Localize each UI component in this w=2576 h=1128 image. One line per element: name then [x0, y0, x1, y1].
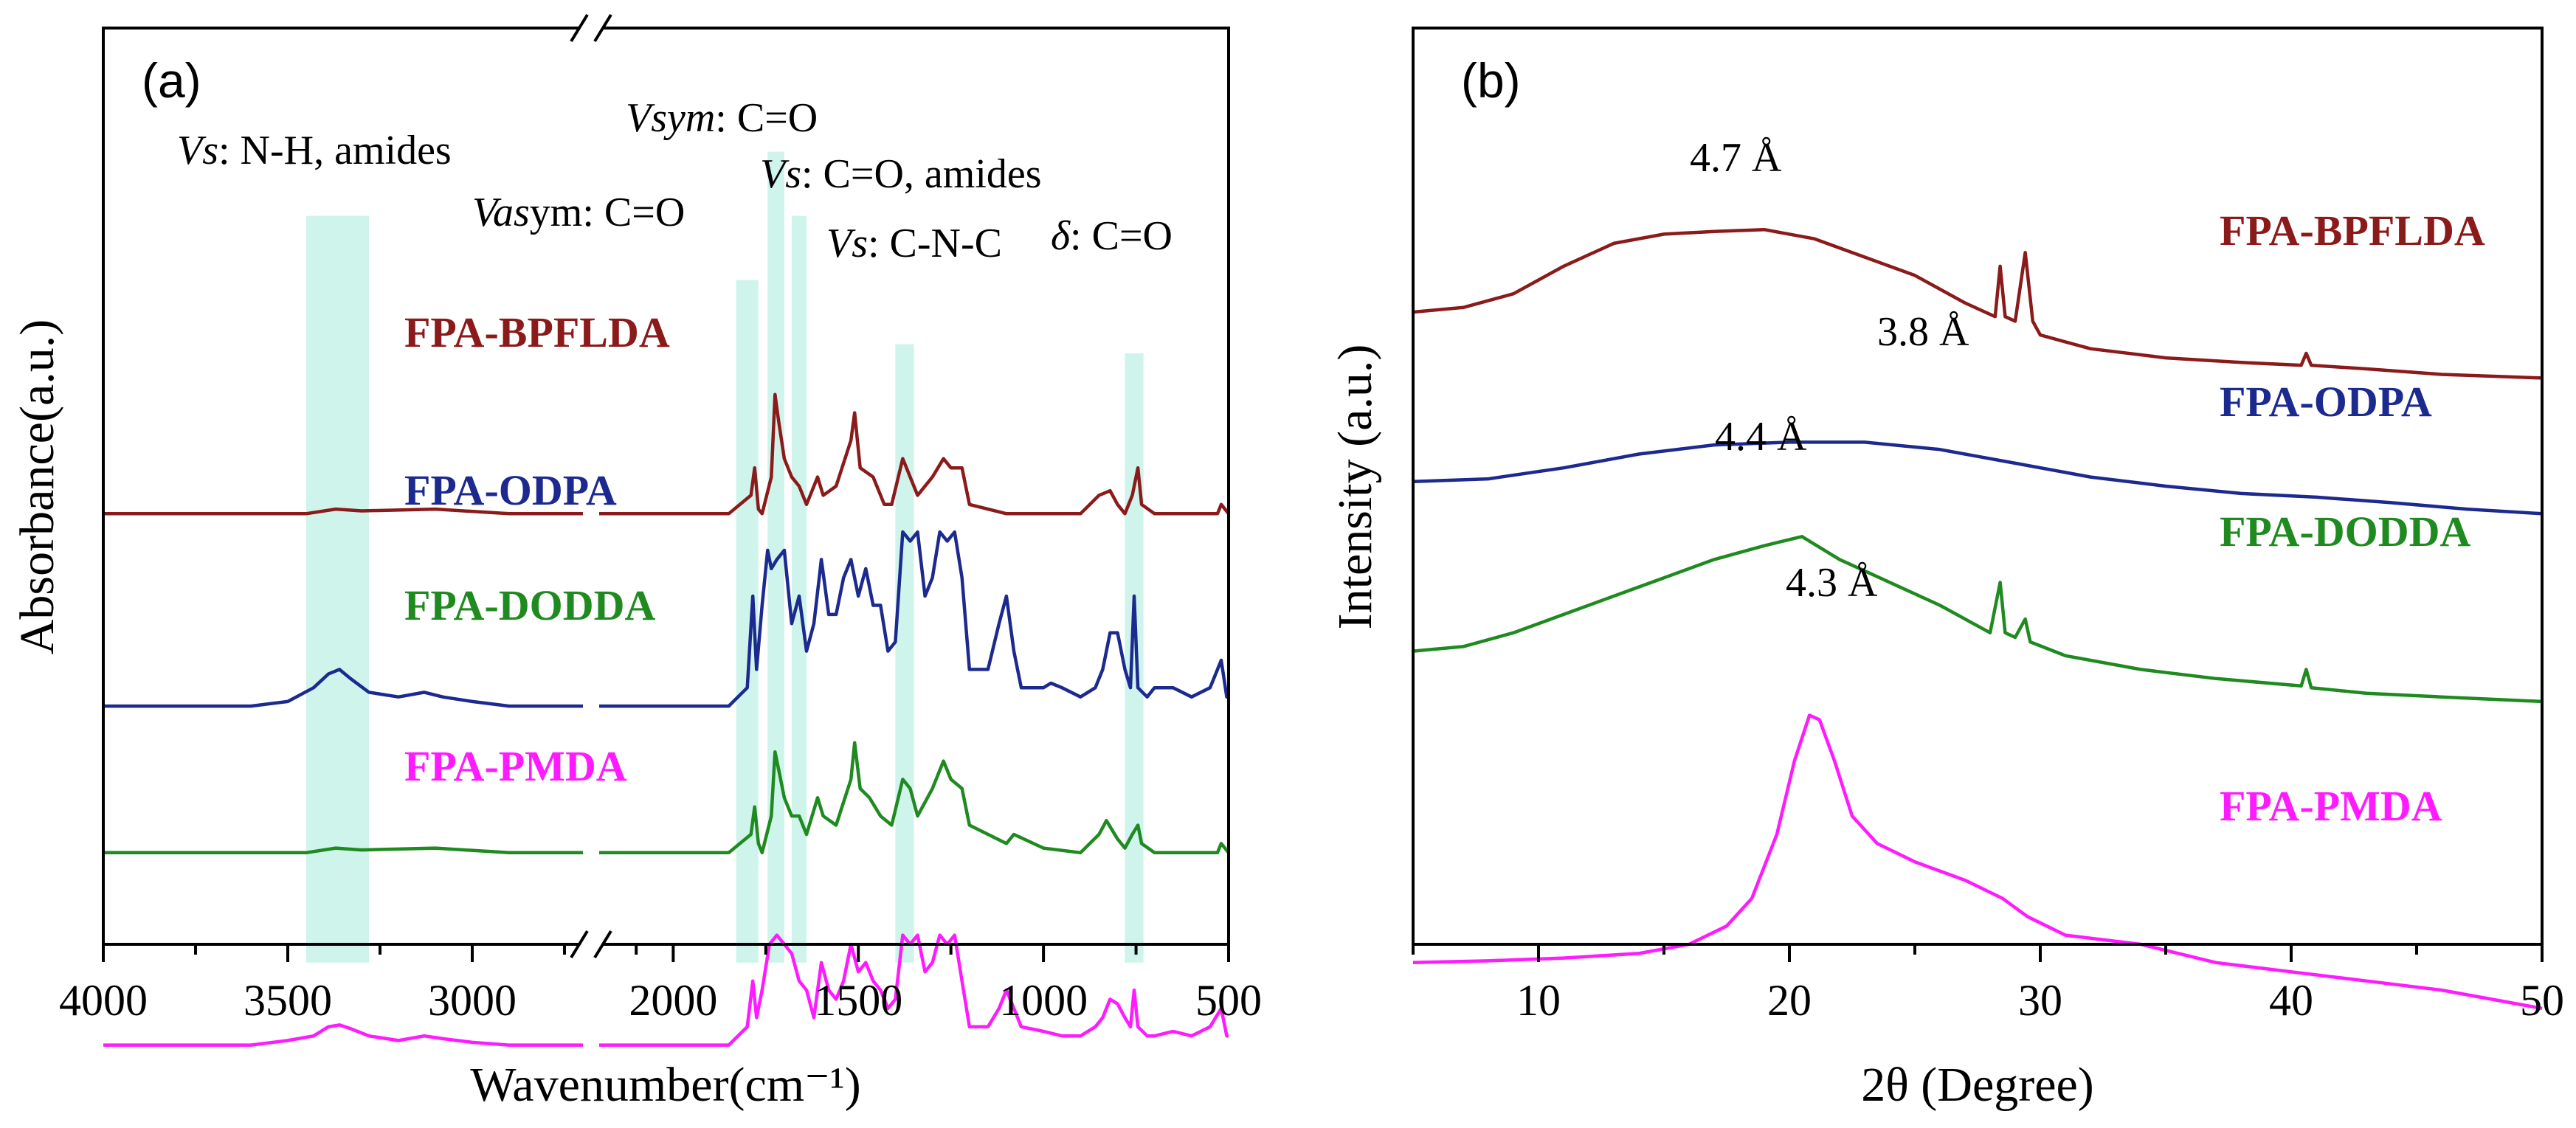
x-tick-label-10: 10 — [1516, 976, 1561, 1025]
series-label-a-dodda: FPA-DODDA — [404, 581, 656, 629]
annotation-cnc: Vs: C-N-C — [826, 221, 1002, 266]
panel-a-ftir: 4000 3500 3000 2000 1500 1000 500 (a) Absorban… — [10, 13, 1262, 1112]
annotation-vasym-co: Vasym: C=O — [472, 190, 685, 235]
panel-b-label: (b) — [1461, 53, 1521, 108]
x-tick-label-2000: 2000 — [629, 976, 717, 1025]
x-tick-label-3500: 3500 — [244, 976, 332, 1025]
axis-break-mark-bottom-2 — [593, 930, 612, 959]
peak-label-dodda: 4.4 Å — [1715, 414, 1807, 460]
x-tick-label-20: 20 — [1767, 976, 1812, 1025]
series-line-b-dodda — [1412, 535, 2543, 704]
annotation-delta-co: δ: C=O — [1051, 213, 1173, 259]
absorption-band — [1125, 353, 1144, 963]
series-line-a-dodda-right — [599, 741, 1230, 855]
series-line-a-bpflda-right — [599, 392, 1230, 516]
xrd-series-lines — [1412, 227, 2543, 1011]
absorption-band — [791, 215, 807, 963]
series-line-a-pmda-left — [103, 1023, 583, 1047]
series-line-a-odpa-right — [599, 530, 1229, 708]
peak-label-bpflda: 4.7 Å — [1690, 135, 1782, 181]
series-line-b-odpa — [1412, 440, 2543, 516]
panel-a-frame — [102, 27, 1230, 946]
panel-a-x-ticks: 4000 3500 3000 2000 1500 1000 500 — [59, 944, 1262, 1025]
ftir-series-lines — [103, 392, 1230, 1047]
series-line-a-bpflda-left — [103, 507, 583, 516]
series-line-a-odpa-left — [103, 668, 583, 708]
series-label-a-bpflda: FPA-BPFLDA — [404, 308, 670, 356]
peak-label-odpa: 3.8 Å — [1877, 309, 1969, 355]
series-line-a-pmda-right — [599, 933, 1229, 1047]
annotation-nh-amides: Vs: N-H, amides — [177, 128, 452, 173]
x-tick-label-3000: 3000 — [428, 976, 517, 1025]
panel-a-y-axis-title: Absorbance(a.u.) — [10, 319, 64, 654]
annotation-co-amides: Vs: C=O, amides — [760, 151, 1042, 197]
panel-a-x-axis-title: Wavenumber(cm⁻¹) — [470, 1058, 860, 1112]
axis-break-mark-bottom-1 — [570, 930, 589, 959]
panel-b-x-axis-title: 2θ (Degree) — [1861, 1058, 2094, 1112]
x-tick-label-1500: 1500 — [814, 976, 902, 1025]
series-label-a-odpa: FPA-ODPA — [404, 466, 617, 514]
series-label-b-bpflda: FPA-BPFLDA — [2220, 207, 2485, 255]
x-tick-label-40: 40 — [2269, 976, 2313, 1025]
absorption-band — [306, 215, 369, 963]
panel-b-xrd: 10 20 30 40 50 (b) Intensity (a.u.) 2θ (Degr… — [1328, 27, 2564, 1112]
series-line-b-bpflda — [1412, 227, 2543, 380]
panel-b-frame — [1412, 27, 2544, 946]
axis-break-mark-top-2 — [593, 13, 612, 43]
series-label-a-pmda: FPA-PMDA — [404, 742, 627, 790]
axis-break-mark-top-1 — [570, 13, 589, 43]
series-label-b-dodda: FPA-DODDA — [2220, 508, 2471, 556]
x-tick-label-4000: 4000 — [59, 976, 148, 1025]
absorption-band — [767, 151, 784, 963]
panel-b-x-ticks: 10 20 30 40 50 — [1412, 944, 2564, 1025]
absorption-bands — [306, 151, 1144, 963]
x-tick-label-30: 30 — [2018, 976, 2062, 1025]
annotation-vsym-co: Vsym: C=O — [626, 95, 818, 141]
x-tick-label-1000: 1000 — [999, 976, 1088, 1025]
series-line-a-dodda-left — [103, 846, 583, 855]
series-label-b-pmda: FPA-PMDA — [2220, 782, 2442, 830]
axis-break-gap-top — [579, 22, 604, 35]
x-tick-label-50: 50 — [2520, 976, 2564, 1025]
series-line-b-pmda — [1412, 713, 2543, 1011]
panel-a-label: (a) — [142, 53, 201, 108]
panel-b-y-axis-title: Intensity (a.u.) — [1328, 345, 1382, 630]
absorption-band — [895, 344, 914, 963]
peak-label-pmda: 4.3 Å — [1786, 560, 1878, 606]
x-tick-label-500: 500 — [1195, 976, 1262, 1025]
series-label-b-odpa: FPA-ODPA — [2220, 378, 2432, 426]
axis-break-gap-bottom — [579, 937, 604, 952]
